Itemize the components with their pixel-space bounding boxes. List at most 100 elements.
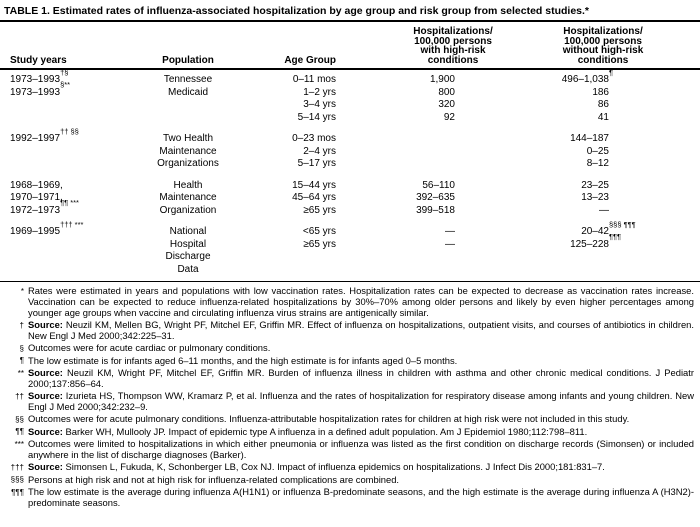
cell-study-years: 1973–1993§** [10, 80, 71, 98]
cell-with-risk [380, 146, 526, 159]
footnote-text: The low estimate is the average during i… [28, 486, 694, 508]
cell-population: Organization [159, 204, 217, 216]
cell-age-group: ≥65 yrs [303, 204, 336, 216]
footnote: ¶ The low estimate is for infants aged 6… [0, 355, 700, 367]
footnote: †† Source: Izurieta HS, Thompson WW, Kra… [0, 390, 700, 412]
cell-population: National [169, 226, 207, 237]
cell-without-risk: 0–25 [586, 145, 609, 157]
cell-age-group: 15–44 yrs [292, 179, 336, 191]
cell-without-risk: 125–228¶¶¶ [570, 232, 622, 250]
footnote: §§ Outcomes were for acute pulmonary con… [0, 413, 700, 425]
table-row: Discharge [10, 251, 700, 264]
footnote-text: Source: Izurieta HS, Thompson WW, Kramar… [28, 390, 694, 412]
cell-study-years: 1973–1993†§ [10, 67, 69, 85]
table-row: 3–4 yrs 320 86 [10, 99, 700, 112]
cell-without-risk [526, 264, 680, 277]
footnote-text: Source: Neuzil KM, Mellen BG, Wright PF,… [28, 319, 695, 341]
table-row: 1973–1993§** Medicaid 1–2 yrs 800 186 [10, 80, 700, 100]
footnote-marker: * [20, 286, 24, 296]
cell-age-group: 0–23 mos [292, 133, 336, 144]
footnote-marker: ¶¶ [15, 427, 24, 436]
cell-with-risk: 320 [438, 99, 455, 110]
cell-study-years [10, 99, 128, 112]
table-row: Maintenance 2–4 yrs 0–25 [10, 146, 700, 159]
footnote-marker: §§§ [10, 475, 24, 484]
divider-header [0, 68, 700, 70]
table-row: Data [10, 264, 700, 277]
footnote-text: Source: Neuzil KM, Wright PF, Mitchel EF… [28, 367, 695, 389]
cell-with-risk: 92 [443, 111, 455, 123]
cell-with-risk: — [445, 226, 455, 237]
footnote-text: Rates were estimated in years and popula… [28, 285, 694, 318]
cell-with-risk [380, 158, 526, 171]
footnote-marker: §§ [15, 414, 24, 424]
table-header-row: Study years Population Age Group Hospita… [10, 22, 700, 68]
cell-without-risk: 186 [592, 86, 609, 98]
footnote-marker: § [19, 343, 24, 353]
cell-without-risk: 496–1,038¶ [561, 67, 614, 85]
cell-population: Organizations [157, 158, 219, 169]
cell-population: Maintenance [159, 192, 217, 203]
study-group-3: 1968–1969, Health 15–44 yrs 56–110 23–25… [10, 180, 700, 218]
footnote-text: Source: Barker WH, Mullooly JP. Impact o… [28, 425, 588, 437]
cell-with-risk: — [445, 238, 455, 250]
cell-study-years: 1972–1973¶¶ *** [10, 198, 79, 216]
cell-age-group: 3–4 yrs [303, 99, 336, 110]
table-row: 1992–1997†† §§ Two Health 0–23 mos 144–1… [10, 126, 700, 146]
table-row: Hospital ≥65 yrs — 125–228¶¶¶ [10, 232, 700, 252]
cell-population [128, 112, 248, 125]
cell-without-risk: 13–23 [581, 192, 609, 203]
cell-age-group: 5–17 yrs [297, 158, 336, 169]
cell-study-years [10, 146, 128, 159]
cell-population: Tennessee [163, 74, 213, 85]
cell-study-years: 1968–1969, [10, 179, 63, 191]
cell-study-years: 1992–1997†† §§ [10, 126, 79, 144]
cell-age-group: 1–2 yrs [303, 86, 336, 98]
cell-population: Discharge [165, 251, 211, 262]
cell-with-risk: 1,900 [429, 74, 455, 85]
table-row: 5–14 yrs 92 41 [10, 112, 700, 125]
divider-footnotes [0, 281, 700, 282]
footnote: ††† Source: Simonsen L, Fukuda, K, Schon… [0, 461, 700, 473]
footnote-marker: ¶¶¶ [11, 487, 24, 497]
cell-without-risk: 86 [597, 99, 609, 110]
footnote-marker: †† [15, 391, 24, 401]
cell-without-risk: 8–12 [586, 158, 609, 169]
footnote-text: Outcomes were for acute pulmonary condit… [28, 413, 630, 424]
footnote: * Rates were estimated in years and popu… [0, 285, 700, 318]
cell-without-risk [526, 251, 680, 264]
column-header-study-years: Study years [10, 54, 67, 66]
footnote-text: Outcomes were limited to hospitalization… [28, 438, 694, 460]
cell-study-years: 1969–1995††† *** [10, 219, 84, 237]
cell-population: Maintenance [159, 145, 217, 157]
table-row: 1972–1973¶¶ *** Organization ≥65 yrs 399… [10, 198, 700, 218]
cell-age-group [248, 264, 380, 277]
cell-age-group: 0–11 mos [292, 74, 336, 85]
cell-with-risk [380, 251, 526, 264]
footnote-text: Persons at high risk and not at high ris… [28, 473, 400, 485]
cell-population: Medicaid [167, 86, 209, 98]
cell-population: Hospital [169, 238, 207, 250]
footnote-text: The low estimate is for infants aged 6–1… [28, 354, 458, 366]
column-header-without-risk: Hospitalizations/ 100,000 persons withou… [562, 26, 644, 66]
column-header-with-risk: Hospitalizations/ 100,000 persons with h… [413, 26, 493, 66]
cell-population: Data [177, 263, 199, 275]
cell-without-risk: 41 [597, 111, 609, 123]
cell-without-risk: — [599, 204, 609, 216]
column-header-age-group: Age Group [284, 54, 336, 66]
cell-population: Health [173, 179, 203, 191]
cell-with-risk [380, 133, 526, 146]
footnote: *** Outcomes were limited to hospitaliza… [0, 438, 700, 460]
cell-with-risk: 392–635 [416, 192, 455, 203]
cell-age-group: <65 yrs [302, 226, 336, 237]
cell-study-years [10, 239, 128, 252]
cell-study-years [10, 112, 128, 125]
footnote-marker: ¶ [19, 356, 24, 365]
footnote: ** Source: Neuzil KM, Wright PF, Mitchel… [0, 367, 700, 389]
footnote-marker: *** [14, 439, 24, 449]
study-group-2: 1992–1997†† §§ Two Health 0–23 mos 144–1… [10, 126, 700, 171]
footnote-marker: ††† [10, 462, 24, 472]
cell-with-risk: 56–110 [422, 179, 455, 191]
cell-without-risk: 23–25 [581, 179, 609, 191]
